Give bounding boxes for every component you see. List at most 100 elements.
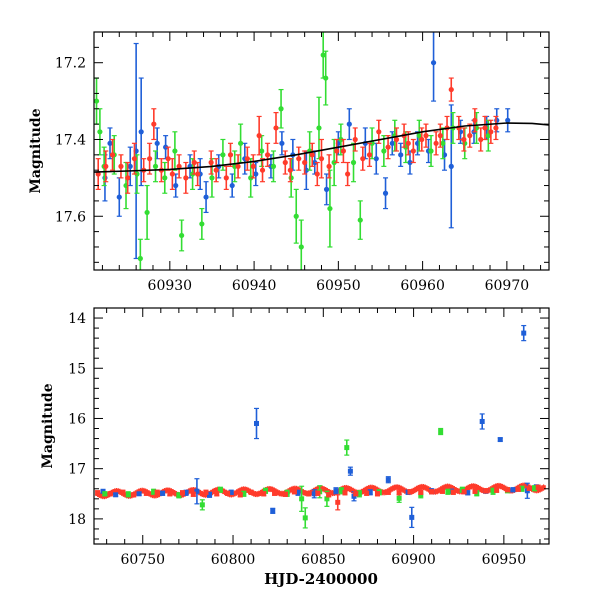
y-tick-label: 16 bbox=[68, 411, 86, 427]
red-data-point bbox=[256, 133, 262, 139]
green-data-point bbox=[176, 492, 182, 498]
red-data-point bbox=[244, 156, 250, 162]
x-tick-label: 60950 bbox=[482, 552, 527, 568]
green-data-point bbox=[172, 148, 178, 154]
red-data-point bbox=[385, 489, 391, 495]
green-data-point bbox=[134, 171, 140, 177]
blue-data-point bbox=[127, 163, 133, 169]
red-data-point bbox=[165, 156, 171, 162]
blue-data-point bbox=[173, 182, 179, 189]
y-tick-label: 17 bbox=[68, 462, 86, 478]
red-data-point bbox=[190, 491, 196, 497]
red-data-point bbox=[147, 156, 153, 162]
green-data-point bbox=[357, 217, 363, 223]
blue-data-point bbox=[346, 121, 352, 127]
x-tick-label: 60750 bbox=[120, 552, 165, 568]
green-data-point bbox=[152, 163, 159, 169]
bottom-x-axis-label: HJD-2400000 bbox=[264, 570, 378, 588]
green-data-point bbox=[137, 255, 143, 262]
red-data-point bbox=[314, 171, 320, 177]
bottom-data-points bbox=[95, 324, 541, 529]
red-data-point bbox=[326, 163, 332, 169]
green-data-point bbox=[238, 140, 244, 146]
blue-data-point bbox=[113, 492, 119, 498]
red-data-point bbox=[352, 136, 358, 143]
green-data-point bbox=[278, 106, 284, 112]
red-data-point bbox=[250, 163, 256, 169]
green-data-point bbox=[338, 136, 344, 143]
blue-data-point bbox=[312, 159, 318, 166]
red-data-point bbox=[107, 491, 113, 497]
blue-data-point bbox=[479, 418, 485, 424]
red-data-point bbox=[302, 159, 308, 166]
red-data-point bbox=[340, 148, 347, 154]
y-tick-label: 18 bbox=[68, 512, 86, 528]
red-data-point bbox=[461, 489, 467, 495]
red-data-point bbox=[296, 156, 302, 162]
x-tick-label: 60930 bbox=[148, 278, 193, 294]
red-data-point bbox=[478, 136, 484, 143]
red-data-point bbox=[396, 490, 402, 496]
blue-data-point bbox=[389, 140, 395, 146]
x-tick-label: 60960 bbox=[400, 278, 445, 294]
y-tick-label: 17.4 bbox=[55, 132, 86, 148]
green-data-point bbox=[217, 487, 223, 493]
green-data-point bbox=[331, 159, 337, 166]
blue-data-point bbox=[194, 488, 200, 494]
green-data-point bbox=[299, 496, 305, 502]
red-data-point bbox=[214, 491, 220, 497]
red-data-point bbox=[167, 491, 173, 497]
blue-data-point bbox=[102, 175, 108, 181]
red-data-point bbox=[261, 491, 267, 497]
red-data-point bbox=[366, 152, 373, 158]
green-data-point bbox=[94, 98, 100, 104]
x-tick-label: 60950 bbox=[316, 278, 361, 294]
blue-data-point bbox=[270, 508, 276, 514]
red-data-point bbox=[461, 136, 467, 143]
red-data-point bbox=[419, 136, 425, 143]
top-x-ticks: 60930 60940 60950 60960 60970 bbox=[101, 32, 542, 294]
blue-data-point bbox=[430, 60, 437, 66]
red-data-point bbox=[315, 490, 321, 496]
red-data-point bbox=[364, 490, 370, 496]
red-data-point bbox=[272, 490, 278, 496]
red-data-point bbox=[429, 489, 435, 495]
top-data-points bbox=[94, 32, 511, 270]
green-data-point bbox=[344, 445, 350, 451]
red-data-point bbox=[95, 490, 101, 496]
bottom-axes-frame bbox=[93, 307, 550, 545]
blue-data-point bbox=[116, 194, 122, 200]
red-data-point bbox=[504, 487, 510, 493]
green-data-point bbox=[440, 140, 446, 146]
band-point bbox=[541, 485, 546, 490]
red-data-point bbox=[437, 133, 443, 139]
red-data-point bbox=[472, 488, 478, 494]
red-data-point bbox=[118, 163, 124, 169]
x-tick-label: 60850 bbox=[301, 552, 346, 568]
red-data-point bbox=[259, 167, 266, 173]
green-data-point bbox=[259, 148, 265, 154]
red-data-point bbox=[488, 129, 494, 135]
red-data-point bbox=[318, 156, 325, 162]
y-tick-label: 17.6 bbox=[55, 209, 86, 225]
red-data-point bbox=[405, 140, 411, 146]
red-data-point bbox=[515, 486, 521, 492]
bottom-y-ticks: 14 15 16 17 18 bbox=[68, 307, 549, 540]
red-data-point bbox=[483, 488, 489, 494]
green-data-point bbox=[144, 209, 150, 216]
green-data-point bbox=[350, 159, 357, 166]
red-data-point bbox=[131, 492, 137, 498]
green-data-point bbox=[438, 429, 444, 435]
red-data-point bbox=[183, 175, 189, 181]
top-model-curve bbox=[94, 122, 549, 173]
blue-data-point bbox=[203, 194, 209, 200]
red-data-point bbox=[342, 490, 348, 496]
red-data-point bbox=[195, 171, 201, 177]
blue-data-point bbox=[333, 488, 339, 494]
x-tick-label: 60970 bbox=[485, 278, 530, 294]
red-data-point bbox=[109, 152, 116, 158]
red-data-point bbox=[273, 125, 279, 131]
green-data-point bbox=[485, 133, 491, 139]
red-data-point bbox=[282, 159, 288, 166]
red-data-point bbox=[360, 156, 366, 162]
